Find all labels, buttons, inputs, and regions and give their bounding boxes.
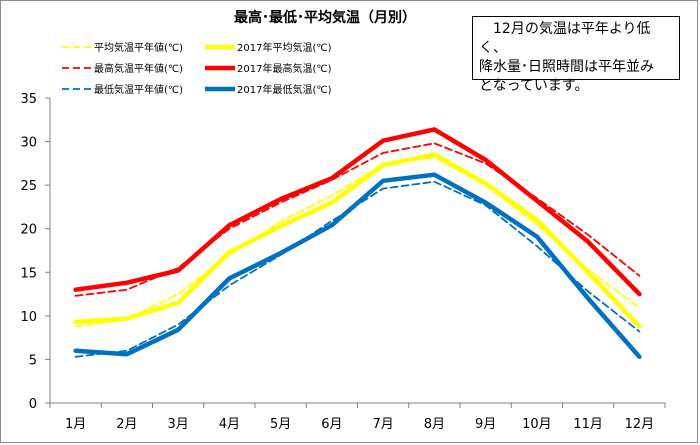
x-tick-label: 11月 (573, 417, 603, 432)
x-tick-label: 3月 (167, 417, 188, 432)
series-line (73, 172, 642, 360)
y-tick-label: 20 (20, 223, 37, 238)
x-tick-label: 12月 (625, 417, 655, 432)
x-tick-label: 10月 (522, 417, 552, 432)
series-line (74, 180, 641, 358)
x-tick-label: 6月 (321, 417, 342, 432)
x-tick-label: 1月 (65, 417, 86, 432)
series-line (74, 156, 641, 328)
y-tick-label: 10 (20, 310, 37, 325)
x-tick-label: 9月 (475, 417, 496, 432)
x-tick-label: 4月 (219, 417, 240, 432)
y-tick-label: 15 (20, 266, 37, 281)
legend-label: 2017年平均気温(℃) (237, 41, 332, 54)
x-tick-label: 8月 (424, 417, 445, 432)
annotation-box: 12月の気温は平年より低く、 降水量･日照時間は平年並み となっています。 (472, 16, 680, 94)
y-tick-label: 35 (20, 92, 37, 107)
legend: 平均気温平年値(℃) 2017年平均気温(℃) 最高気温平年値(℃) 2017年最高気… (62, 41, 332, 96)
axes: 0 5 10 15 20 25 30 35 1月 2月 3月 4月 5月 6月 7月 8月 9月 10月 11月 12… (20, 92, 666, 432)
legend-label: 最低気温平年値(℃) (94, 83, 183, 96)
series-line (73, 152, 642, 329)
y-tick-label: 5 (29, 353, 37, 368)
series-line (74, 142, 641, 297)
legend-label: 2017年最低気温(℃) (237, 83, 332, 96)
y-tick-label: 0 (29, 397, 37, 412)
series-line (73, 127, 642, 297)
legend-label: 2017年最高気温(℃) (237, 62, 332, 75)
legend-label: 最高気温平年値(℃) (94, 62, 183, 75)
x-tick-label: 2月 (116, 417, 137, 432)
chart-title: 最高･最低･平均気温（月別） (234, 9, 416, 26)
series-group (73, 127, 642, 360)
x-tick-label: 7月 (372, 417, 393, 432)
y-tick-label: 25 (20, 179, 37, 194)
y-tick-label: 30 (20, 136, 37, 151)
legend-label: 平均気温平年値(℃) (94, 41, 183, 54)
x-tick-label: 5月 (270, 417, 291, 432)
